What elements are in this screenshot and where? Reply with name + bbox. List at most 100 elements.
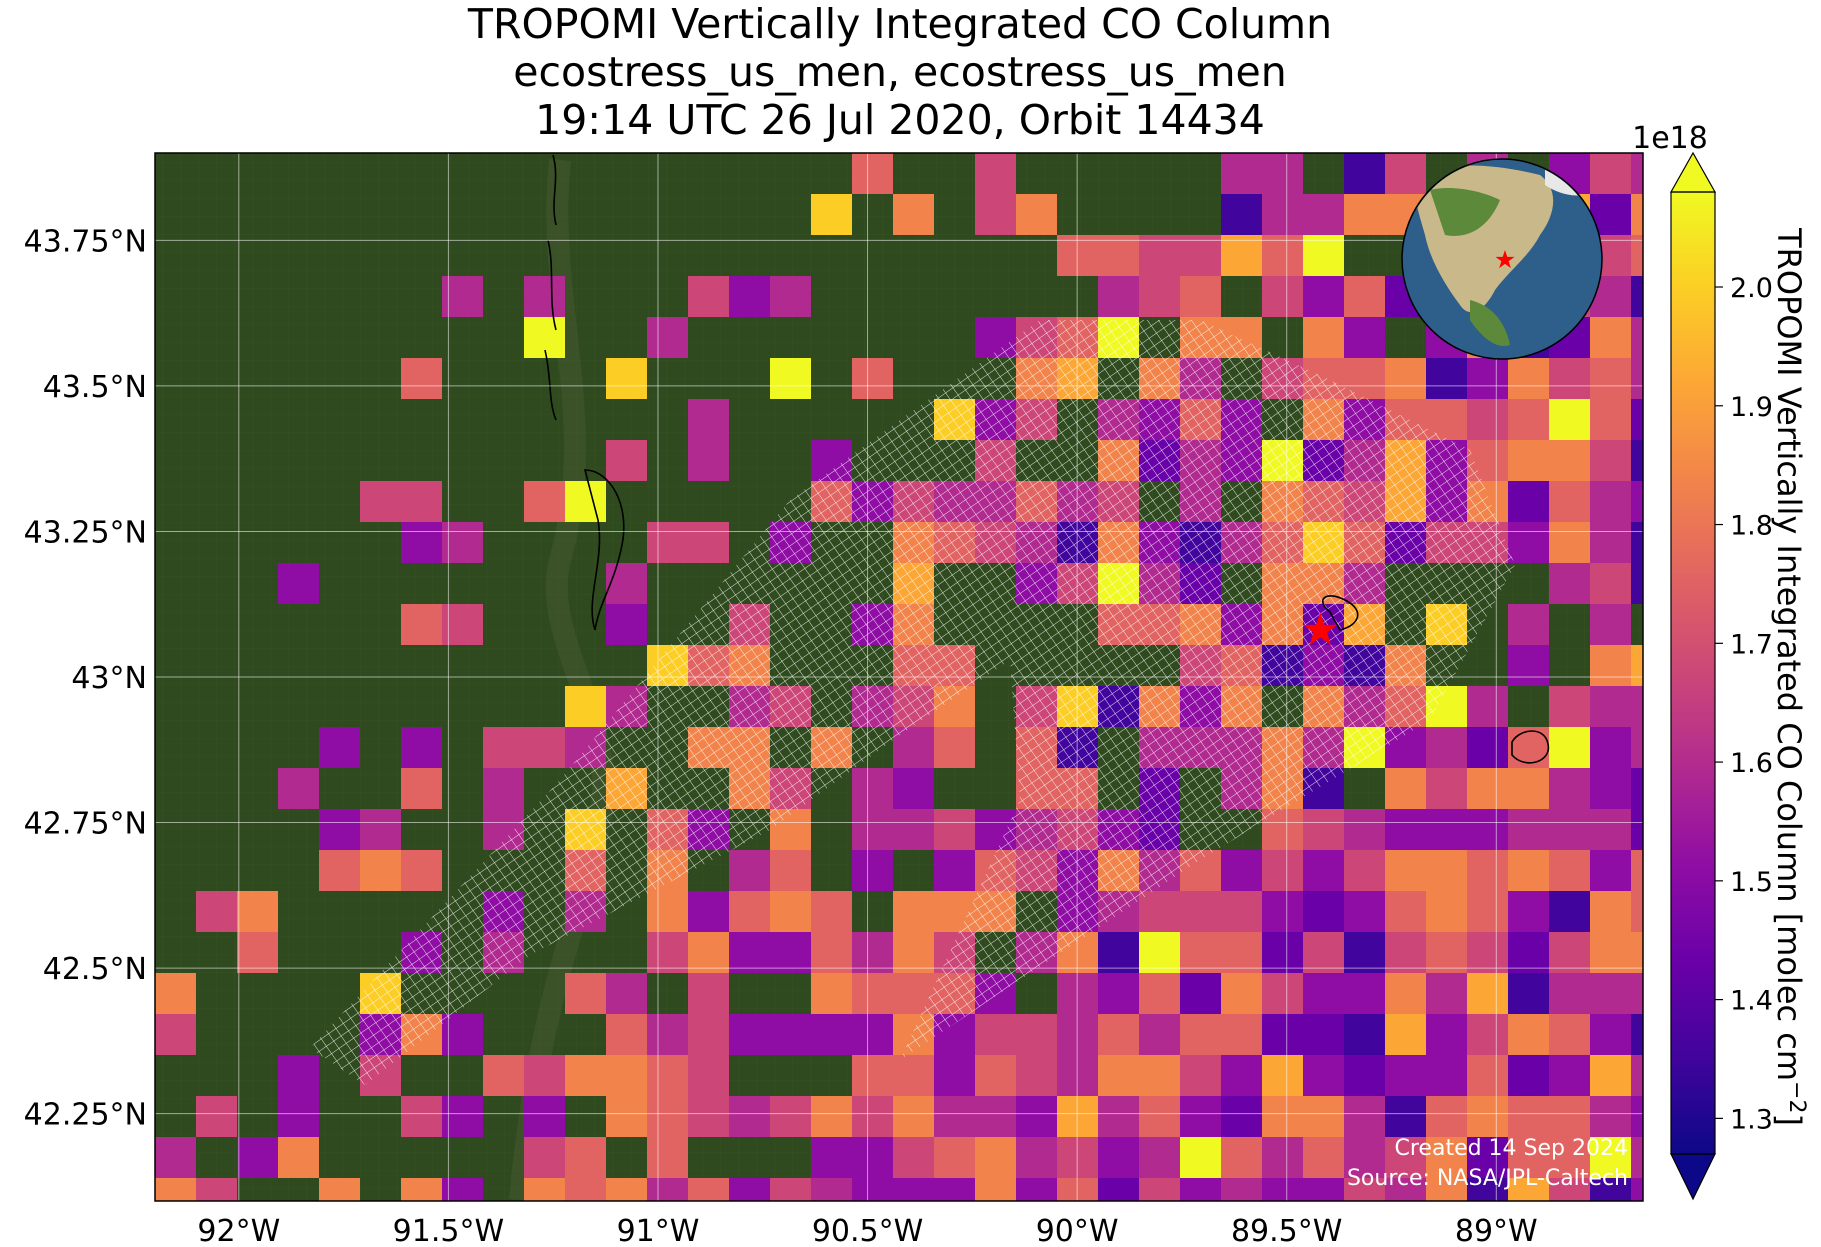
- co-pixel: [1590, 440, 1631, 481]
- co-pixel: [729, 850, 770, 891]
- co-pixel: [1385, 891, 1426, 932]
- co-pixel: [1508, 1055, 1549, 1096]
- co-pixel: [770, 1096, 811, 1137]
- co-pixel: [1221, 1178, 1262, 1201]
- co-pixel: [1344, 153, 1385, 194]
- co-pixel: [1508, 768, 1549, 809]
- co-pixel: [975, 1096, 1016, 1137]
- co-pixel: [729, 1096, 770, 1137]
- co-pixel: [852, 973, 893, 1014]
- co-pixel: [155, 1137, 196, 1178]
- co-pixel: [1590, 1014, 1631, 1055]
- colorbar-tick-label: 1.5: [1730, 867, 1773, 898]
- co-pixel: [524, 727, 565, 768]
- created-credit: Created 14 Sep 2024: [1395, 1136, 1629, 1161]
- co-pixel: [811, 1137, 852, 1178]
- co-pixel: [1631, 481, 1643, 522]
- co-pixel: [319, 850, 360, 891]
- co-pixel: [442, 1178, 483, 1201]
- co-pixel: [893, 1096, 934, 1137]
- co-pixel: [1344, 973, 1385, 1014]
- co-pixel: [934, 1096, 975, 1137]
- co-pixel: [1139, 1137, 1180, 1178]
- colorbar-tick-label: 1.6: [1730, 748, 1773, 779]
- lake-outline: [1511, 730, 1550, 764]
- co-pixel: [1303, 1096, 1344, 1137]
- co-pixel: [1549, 1137, 1590, 1178]
- co-pixel: [688, 522, 729, 563]
- co-pixel: [770, 358, 811, 399]
- co-pixel: [1098, 932, 1139, 973]
- co-pixel: [893, 768, 934, 809]
- co-pixel: [606, 1178, 647, 1201]
- co-pixel: [934, 1178, 975, 1201]
- co-pixel: [934, 727, 975, 768]
- co-pixel: [1426, 1014, 1467, 1055]
- co-pixel: [1549, 481, 1590, 522]
- co-pixel: [1631, 440, 1643, 481]
- co-pixel: [1180, 891, 1221, 932]
- co-pixel: [1098, 1137, 1139, 1178]
- co-pixel: [1631, 1178, 1643, 1201]
- co-pixel: [1262, 1137, 1303, 1178]
- co-pixel: [1262, 1014, 1303, 1055]
- target-location-star-icon: [1303, 612, 1338, 646]
- co-pixel: [524, 1178, 565, 1201]
- co-pixel: [1590, 645, 1631, 686]
- co-pixel: [1508, 1178, 1549, 1201]
- co-pixel: [401, 358, 442, 399]
- co-pixel: [1262, 194, 1303, 235]
- co-pixel: [196, 1096, 237, 1137]
- map-frame: [154, 152, 1644, 1202]
- co-pixel: [1590, 686, 1631, 727]
- co-pixel: [1221, 973, 1262, 1014]
- co-pixel: [606, 358, 647, 399]
- co-pixel: [1344, 1137, 1385, 1178]
- river-outline: [583, 469, 625, 631]
- lat-tick-label: 43.25°N: [24, 515, 147, 550]
- lat-tick-label: 42.5°N: [43, 952, 147, 987]
- co-pixel: [1016, 1137, 1057, 1178]
- co-pixel: [1016, 1096, 1057, 1137]
- colorbar-tick-label: 1.4: [1730, 986, 1773, 1017]
- co-pixel: [1508, 481, 1549, 522]
- ecostress-footprint-overlay: [310, 320, 1515, 1085]
- co-pixel: [647, 1137, 688, 1178]
- co-pixel: [1139, 891, 1180, 932]
- co-pixel: [278, 1137, 319, 1178]
- lon-tick-label: 92°W: [197, 1214, 280, 1247]
- co-pixel: [401, 850, 442, 891]
- co-pixel: [1221, 1096, 1262, 1137]
- co-pixel: [1303, 973, 1344, 1014]
- co-pixel: [1180, 1014, 1221, 1055]
- co-pixel: [647, 932, 688, 973]
- co-pixel: [1344, 194, 1385, 235]
- co-pixel: [1590, 563, 1631, 604]
- co-pixel: [1508, 727, 1549, 768]
- co-pixel: [1508, 399, 1549, 440]
- co-pixel: [893, 809, 934, 850]
- co-pixel: [1508, 1096, 1549, 1137]
- co-pixel: [1426, 1055, 1467, 1096]
- co-pixel: [1303, 235, 1344, 276]
- co-pixel: [647, 1055, 688, 1096]
- co-pixel: [1098, 1178, 1139, 1201]
- co-pixel: [1590, 1055, 1631, 1096]
- co-pixel: [688, 399, 729, 440]
- co-pixel: [1467, 768, 1508, 809]
- co-pixel: [1303, 932, 1344, 973]
- co-pixel: [1508, 932, 1549, 973]
- co-pixel: [1221, 1014, 1262, 1055]
- co-pixel: [1262, 850, 1303, 891]
- co-pixel: [1590, 932, 1631, 973]
- co-pixel: [1508, 891, 1549, 932]
- co-pixel: [1549, 399, 1590, 440]
- co-pixel: [1549, 768, 1590, 809]
- co-pixel: [688, 973, 729, 1014]
- colorbar-ticks: 1.3 1.4 1.5 1.6 1.7 1.8 1.9 2.0: [1715, 273, 1773, 1135]
- co-pixel: [1549, 358, 1590, 399]
- co-pixel: [360, 481, 401, 522]
- colorbar-scale-label: 1e18: [1632, 121, 1708, 156]
- co-pixel: [1508, 645, 1549, 686]
- co-pixel: [852, 850, 893, 891]
